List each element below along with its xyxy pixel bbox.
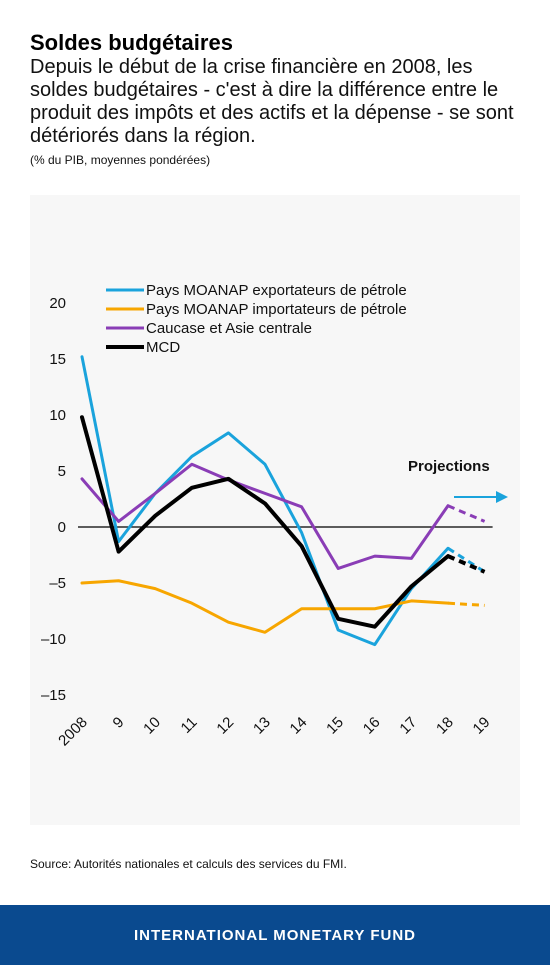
x-tick-label: 15	[323, 714, 347, 738]
series-projection-1	[447, 547, 486, 574]
line-chart: 20 15 10 5 0 –5 –10 –15 2008 9 10 11 12 13 14 15 16 17 18 1…	[41, 282, 508, 750]
y-tick-label: 10	[49, 407, 66, 424]
series-projection-2	[447, 601, 485, 607]
x-tick-label: 2008	[55, 714, 91, 750]
units-note: (% du PIB, moyennes pondérées)	[30, 153, 211, 167]
imf-footer: INTERNATIONAL MONETARY FUND	[0, 905, 550, 965]
series-line-4	[80, 415, 450, 629]
series-projection-3	[447, 504, 486, 523]
legend-label: Pays MOANAP importateurs de pétrole	[146, 301, 407, 318]
chart-panel: 20 15 10 5 0 –5 –10 –15 2008 9 10 11 12 13 14 15 16 17 18 1…	[30, 195, 520, 825]
y-tick-label: –10	[41, 631, 66, 648]
legend-label: MCD	[146, 339, 180, 356]
x-tick-label: 14	[287, 714, 311, 738]
y-tick-label: 15	[49, 351, 66, 368]
y-tick-label: –15	[41, 687, 66, 704]
y-tick-label: –5	[49, 575, 66, 592]
x-tick-label: 17	[396, 714, 420, 738]
x-tick-label: 11	[178, 714, 201, 737]
legend-label: Pays MOANAP exportateurs de pétrole	[146, 282, 407, 299]
imf-brand: INTERNATIONAL MONETARY FUND	[134, 926, 416, 944]
series-line-3	[80, 462, 450, 570]
source-note: Source: Autorités nationales et calculs …	[30, 857, 347, 871]
legend-label: Caucase et Asie centrale	[146, 320, 312, 337]
chart-subtitle: Depuis le début de la crise financière e…	[30, 56, 514, 147]
x-tick-label: 16	[360, 714, 384, 738]
y-tick-label: 0	[58, 519, 66, 536]
x-tick-label: 9	[110, 714, 128, 732]
x-tick-label: 10	[140, 714, 164, 738]
x-tick-label: 12	[213, 714, 237, 738]
y-tick-label: 20	[49, 295, 66, 312]
x-tick-label: 19	[470, 714, 494, 738]
series-line-2	[80, 579, 450, 634]
projections-label: Projections	[408, 458, 490, 475]
chart-header: Soldes budgétaires Depuis le début de la…	[30, 30, 530, 167]
projections-arrow-head	[496, 491, 508, 503]
chart-title: Soldes budgétaires	[30, 30, 233, 55]
x-tick-label: 13	[250, 714, 274, 738]
series-projection-4	[447, 554, 486, 574]
series-line-1	[80, 355, 450, 647]
y-tick-label: 5	[58, 463, 66, 480]
x-tick-label: 18	[433, 714, 457, 738]
